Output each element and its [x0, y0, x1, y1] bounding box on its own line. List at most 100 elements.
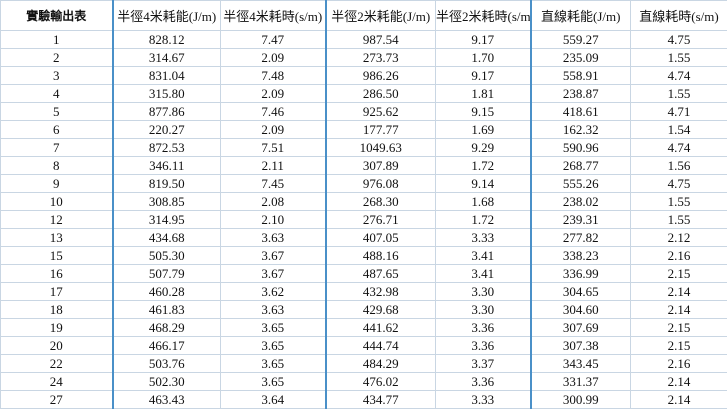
table-cell: 3: [0, 66, 113, 85]
table-cell: 238.02: [529, 192, 631, 211]
table-cell: 1.81: [435, 84, 531, 103]
table-cell: 4.71: [630, 102, 727, 121]
table-cell: 2.12: [630, 228, 727, 247]
header-cell: 實驗輸出表: [0, 0, 113, 31]
table-cell: 3.36: [435, 372, 531, 391]
table-cell: 9.14: [435, 174, 531, 193]
table-cell: 7.47: [220, 30, 326, 49]
table-cell: 444.74: [324, 336, 436, 355]
table-cell: 162.32: [529, 120, 631, 139]
table-cell: 877.86: [111, 102, 221, 121]
table-cell: 1.56: [630, 156, 727, 175]
table-cell: 239.31: [529, 210, 631, 229]
table-cell: 314.67: [111, 48, 221, 67]
table-row: 20 466.17 3.65 444.74 3.36 307.38 2.15: [0, 336, 727, 355]
table-row: 9 819.50 7.45 976.08 9.14 555.26 4.75: [0, 174, 727, 193]
table-cell: 7.45: [220, 174, 326, 193]
table-cell: 466.17: [111, 336, 221, 355]
table-cell: 3.65: [220, 372, 326, 391]
table-cell: 268.30: [324, 192, 436, 211]
table-cell: 3.64: [220, 390, 326, 409]
table-row: 13 434.68 3.63 407.05 3.33 277.82 2.12: [0, 228, 727, 247]
table-cell: 307.69: [529, 318, 631, 337]
table-cell: 277.82: [529, 228, 631, 247]
table-cell: 986.26: [324, 66, 436, 85]
table-cell: 273.73: [324, 48, 436, 67]
table-cell: 831.04: [111, 66, 221, 85]
table-cell: 3.63: [220, 228, 326, 247]
table-cell: 2.14: [630, 300, 727, 319]
table-cell: 2: [0, 48, 113, 67]
table-cell: 507.79: [111, 264, 221, 283]
table-cell: 9.17: [435, 30, 531, 49]
table-cell: 476.02: [324, 372, 436, 391]
table-cell: 819.50: [111, 174, 221, 193]
table-row: 22 503.76 3.65 484.29 3.37 343.45 2.16: [0, 354, 727, 373]
table-cell: 18: [0, 300, 113, 319]
table-row: 4 315.80 2.09 286.50 1.81 238.87 1.55: [0, 84, 727, 103]
table-cell: 460.28: [111, 282, 221, 301]
table-body: 1 828.12 7.47 987.54 9.17 559.27 4.75 2 314.67 2.…: [0, 30, 727, 409]
table-cell: 27: [0, 390, 113, 409]
table-cell: 2.11: [220, 156, 326, 175]
table-cell: 418.61: [529, 102, 631, 121]
table-row: 7 872.53 7.51 1049.63 9.29 590.96 4.74: [0, 138, 727, 157]
table-cell: 307.38: [529, 336, 631, 355]
table-row: 27 463.43 3.64 434.77 3.33 300.99 2.14: [0, 390, 727, 409]
table-cell: 434.68: [111, 228, 221, 247]
table-cell: 17: [0, 282, 113, 301]
table-cell: 461.83: [111, 300, 221, 319]
table-cell: 314.95: [111, 210, 221, 229]
table-cell: 343.45: [529, 354, 631, 373]
table-cell: 268.77: [529, 156, 631, 175]
table-cell: 6: [0, 120, 113, 139]
table-cell: 2.14: [630, 282, 727, 301]
table-cell: 238.87: [529, 84, 631, 103]
table-cell: 15: [0, 246, 113, 265]
table-row: 6 220.27 2.09 177.77 1.69 162.32 1.54: [0, 120, 727, 139]
table-cell: 1.68: [435, 192, 531, 211]
table-cell: 9.15: [435, 102, 531, 121]
table-cell: 4.74: [630, 138, 727, 157]
table-cell: 441.62: [324, 318, 436, 337]
table-cell: 331.37: [529, 372, 631, 391]
table-cell: 3.36: [435, 336, 531, 355]
table-cell: 590.96: [529, 138, 631, 157]
table-cell: 407.05: [324, 228, 436, 247]
table-cell: 2.10: [220, 210, 326, 229]
table-row: 3 831.04 7.48 986.26 9.17 558.91 4.74: [0, 66, 727, 85]
table-cell: 3.62: [220, 282, 326, 301]
table-cell: 2.15: [630, 318, 727, 337]
table-cell: 432.98: [324, 282, 436, 301]
table-cell: 7.46: [220, 102, 326, 121]
table-row: 15 505.30 3.67 488.16 3.41 338.23 2.16: [0, 246, 727, 265]
table-cell: 1.72: [435, 210, 531, 229]
table-cell: 2.14: [630, 390, 727, 409]
table-cell: 315.80: [111, 84, 221, 103]
header-cell: 半徑4米耗時(s/m): [220, 0, 326, 31]
table-cell: 7.51: [220, 138, 326, 157]
table-cell: 3.37: [435, 354, 531, 373]
table-cell: 308.85: [111, 192, 221, 211]
table-cell: 505.30: [111, 246, 221, 265]
table-cell: 4.75: [630, 174, 727, 193]
table-row: 1 828.12 7.47 987.54 9.17 559.27 4.75: [0, 30, 727, 49]
header-cell: 直線耗時(s/m): [630, 0, 727, 31]
table-cell: 8: [0, 156, 113, 175]
table-row: 18 461.83 3.63 429.68 3.30 304.60 2.14: [0, 300, 727, 319]
table-row: 17 460.28 3.62 432.98 3.30 304.65 2.14: [0, 282, 727, 301]
table-cell: 3.30: [435, 282, 531, 301]
table-row: 19 468.29 3.65 441.62 3.36 307.69 2.15: [0, 318, 727, 337]
table-cell: 3.33: [435, 228, 531, 247]
table-cell: 3.67: [220, 264, 326, 283]
table-cell: 558.91: [529, 66, 631, 85]
table-cell: 3.33: [435, 390, 531, 409]
table-cell: 484.29: [324, 354, 436, 373]
table-cell: 3.41: [435, 264, 531, 283]
table-cell: 2.09: [220, 84, 326, 103]
table-cell: 1.70: [435, 48, 531, 67]
table-cell: 16: [0, 264, 113, 283]
table-cell: 7: [0, 138, 113, 157]
